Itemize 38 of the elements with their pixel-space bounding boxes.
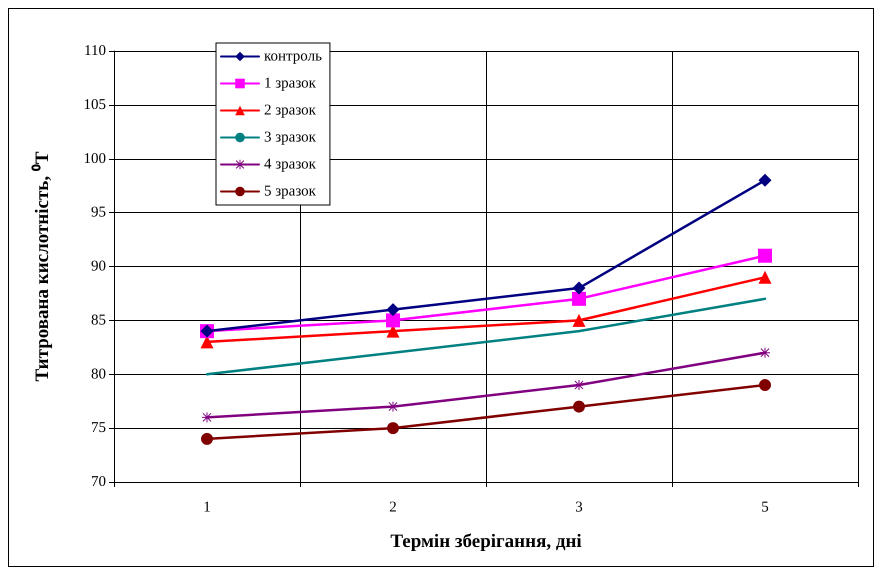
point — [572, 314, 586, 327]
point — [201, 432, 213, 445]
point — [759, 379, 771, 392]
y-tick-label: 100 — [84, 150, 106, 167]
x-tick-label: 3 — [575, 500, 583, 516]
legend-label: 1 зразок — [264, 76, 317, 92]
point — [387, 422, 399, 434]
x-tick-label: 1 — [203, 500, 211, 516]
point — [758, 174, 772, 187]
x-tick-label: 2 — [389, 500, 397, 516]
legend-label: контроль — [264, 48, 322, 64]
point — [386, 303, 400, 316]
y-tick-label: 90 — [91, 258, 106, 274]
y-tick-label: 85 — [91, 312, 106, 328]
point — [388, 402, 398, 412]
point — [573, 400, 585, 413]
point — [202, 412, 212, 422]
line-series — [206, 298, 766, 376]
legend-label: 5 зразок — [264, 184, 317, 200]
legend-label: 4 зразок — [264, 156, 317, 172]
legend-label: 2 зразок — [264, 102, 317, 118]
point — [758, 248, 772, 263]
legend-label: 3 зразок — [264, 130, 317, 146]
y-tick-label: 105 — [84, 96, 106, 113]
y-tick-label: 110 — [84, 43, 106, 59]
point — [386, 313, 400, 328]
y-tick-label: 75 — [91, 420, 106, 436]
point — [574, 380, 584, 390]
point — [572, 292, 586, 306]
y-tick-label: 80 — [91, 366, 106, 382]
point — [760, 348, 770, 358]
y-tick-label: 95 — [91, 204, 106, 221]
point — [758, 270, 772, 284]
x-tick-label: 5 — [761, 500, 769, 516]
point — [572, 282, 586, 295]
y-axis-title: Титрована кислотність, ⁰T — [31, 151, 53, 382]
y-tick-label: 70 — [91, 474, 106, 490]
x-axis-title: Термін зберігання, дні — [390, 531, 582, 552]
